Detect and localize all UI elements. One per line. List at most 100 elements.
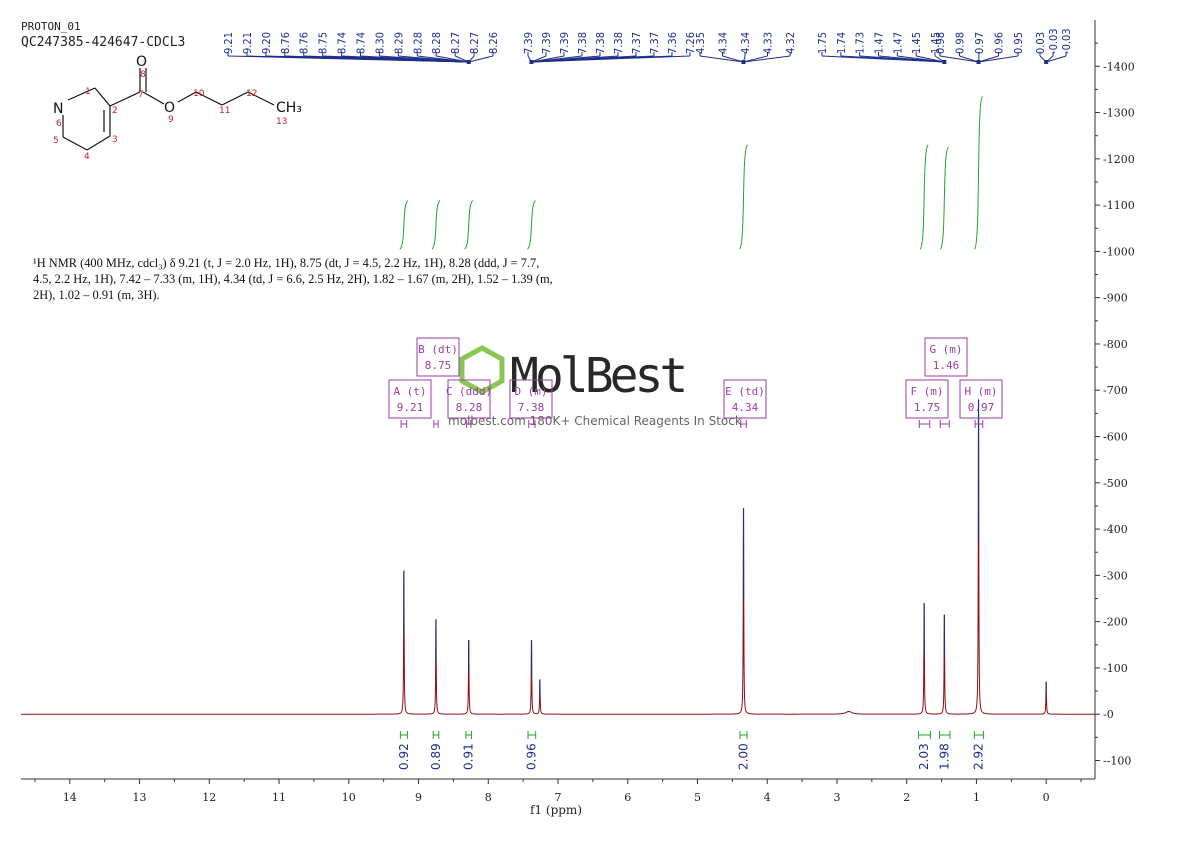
- multiplet-box: [924, 337, 968, 377]
- y-tick-label: -0: [1103, 708, 1114, 721]
- integral-value: 0.96: [524, 743, 538, 770]
- peak-label: 8.27: [449, 32, 462, 54]
- atom-number: 10: [193, 89, 205, 99]
- multiplet-label: C (ddd): [446, 385, 492, 398]
- bond: [67, 87, 96, 101]
- summary-line: 2H), 1.02 – 0.91 (m, 3H).: [33, 288, 160, 302]
- multiplet-label: B (dt): [418, 343, 458, 356]
- peak-label: 0.97: [973, 32, 986, 54]
- peak-label: 1.45: [929, 32, 942, 54]
- multiplet-shift: 9.21: [397, 401, 424, 414]
- integral-curve: [939, 146, 949, 250]
- y-tick-label: -100: [1103, 662, 1128, 675]
- atom-o-ester: O: [164, 100, 175, 116]
- peak-label: 8.76: [298, 32, 311, 54]
- integral-curve: [919, 144, 929, 250]
- peak-label: 8.76: [279, 32, 292, 54]
- peak-label: 1.47: [873, 32, 886, 54]
- peak-label-apex: [942, 60, 947, 64]
- y-tick-label: -1200: [1103, 153, 1135, 166]
- peak-label-connector: [978, 55, 1019, 63]
- multiplet-box: [388, 379, 432, 419]
- multiplet-box: [723, 379, 767, 419]
- atom-n: N: [53, 101, 63, 117]
- x-tick-label: 5: [694, 791, 701, 804]
- peak-label: 4.32: [784, 32, 797, 54]
- bond: [142, 91, 165, 105]
- peak-label: 8.28: [411, 32, 424, 54]
- multiplet-box: [509, 379, 553, 419]
- multiplet-label: H (m): [964, 385, 997, 398]
- peak-label-apex: [529, 60, 534, 64]
- x-tick-label: 13: [133, 791, 147, 804]
- integral-curve: [527, 200, 536, 250]
- integral-curves: [399, 95, 983, 250]
- multiplet-label: D (m): [514, 385, 547, 398]
- bond: [195, 91, 223, 106]
- bond: [177, 91, 197, 103]
- peak-label-apex: [741, 60, 746, 64]
- integral-value: 0.91: [462, 743, 476, 770]
- peak-label: 8.75: [317, 32, 330, 54]
- peak-label: 9.21: [241, 32, 254, 54]
- peak-label: 0.95: [1012, 32, 1025, 54]
- integral-value: 2.00: [737, 743, 751, 770]
- atom-number: 5: [53, 136, 59, 146]
- atom-number: 11: [219, 106, 230, 116]
- bond: [94, 87, 111, 107]
- x-tick-label: 8: [485, 791, 492, 804]
- peak-label: 7.37: [648, 32, 661, 54]
- peak-label: 1.75: [816, 32, 829, 54]
- hexagon-logo-icon: [459, 345, 505, 395]
- x-tick-label: 3: [833, 791, 840, 804]
- peak-label: 0.03: [1034, 32, 1047, 54]
- integral-value: 2.92: [972, 743, 986, 770]
- bond: [247, 91, 275, 106]
- peak-label: 4.33: [762, 32, 775, 54]
- atom-number: 13: [276, 117, 287, 127]
- y-tick-label: -200: [1103, 616, 1128, 629]
- peak-label: 1.45: [910, 32, 923, 54]
- peak-label-apex: [976, 60, 981, 64]
- integral-curve: [399, 200, 409, 250]
- watermark-tagline: molbest.com 180K+ Chemical Reagents In S…: [448, 414, 742, 428]
- peak-label: 9.21: [222, 32, 235, 54]
- summary-line: ¹H NMR (400 MHz, cdcl₃) δ 9.21 (t, J = 2…: [33, 256, 540, 270]
- integral-curve: [464, 200, 474, 250]
- multiplet-label: A (t): [393, 385, 426, 398]
- integral-value: 1.98: [937, 743, 951, 770]
- atom-number: 8: [140, 70, 146, 80]
- atom-number: 2: [112, 106, 118, 116]
- nmr-summary-text: ¹H NMR (400 MHz, cdcl₃) δ 9.21 (t, J = 2…: [33, 255, 593, 303]
- atom-number: 1: [85, 87, 91, 97]
- integral-curve: [431, 200, 441, 250]
- x-tick-label: 12: [202, 791, 216, 804]
- peak-label: 8.30: [373, 32, 386, 54]
- multiplet-shift: 1.46: [933, 359, 960, 372]
- x-tick-label: 14: [63, 791, 77, 804]
- experiment-label: PROTON_01: [21, 20, 81, 33]
- peak-label-connector: [722, 55, 744, 63]
- peak-label: -0.03: [1060, 28, 1073, 54]
- atom-number: 7: [138, 90, 144, 100]
- y-tick-label: -400: [1103, 523, 1128, 536]
- x-tick-label: 11: [272, 791, 286, 804]
- atom-number: 3: [112, 135, 118, 145]
- molecule-structure: [62, 68, 275, 151]
- spectrum-line: [21, 399, 1095, 715]
- watermark-brand: MolBest: [510, 348, 684, 404]
- spectrum-trace: [21, 399, 1095, 715]
- peak-label: 7.38: [576, 32, 589, 54]
- peak-label-apex: [1044, 60, 1049, 64]
- peak-label: 8.27: [468, 32, 481, 54]
- y-tick-label: -700: [1103, 384, 1128, 397]
- peak-label-apex: [466, 60, 471, 64]
- multiplet-box: [959, 379, 1003, 419]
- integral-value: 2.03: [917, 743, 931, 770]
- peak-label: 8.74: [336, 32, 349, 54]
- peak-label-connector: [897, 55, 945, 63]
- atom-ch3: CH₃: [276, 100, 302, 116]
- y-tick-label: -1100: [1103, 199, 1135, 212]
- y-tick-label: -1000: [1103, 245, 1135, 258]
- y-tick-label: -300: [1103, 569, 1128, 582]
